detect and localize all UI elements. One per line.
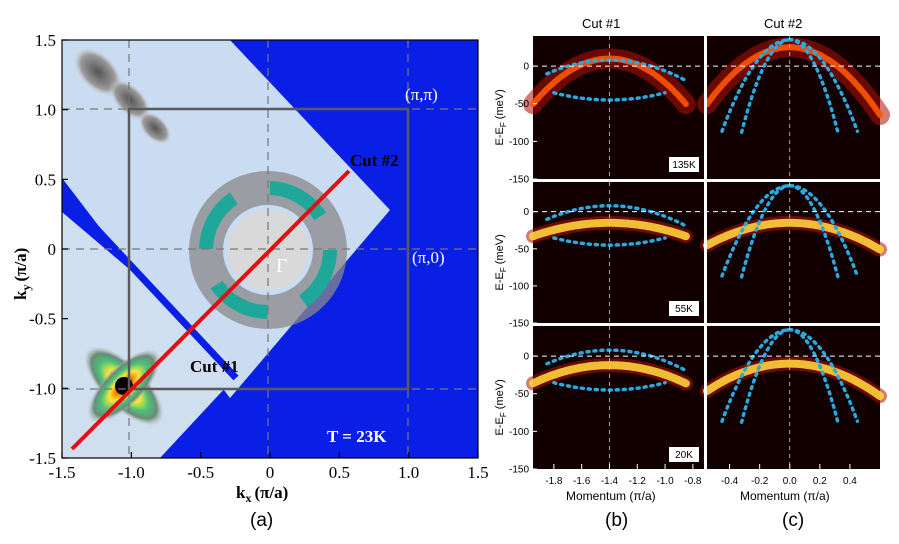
- b-fit-upper: [545, 348, 688, 373]
- b-fit-lower: [552, 236, 667, 247]
- panel-a-x-ticks: -1.5 -1.0 -0.5 0 0.5 1.0 1.5: [49, 452, 489, 482]
- a-xtick-label: 0.5: [329, 463, 350, 482]
- a-xtick-label: -0.5: [187, 463, 214, 482]
- a-ytick-label: 0.5: [35, 170, 56, 189]
- bc-ylabel: E-EF (meV): [494, 89, 508, 145]
- panel-a-caption: (a): [250, 510, 273, 531]
- a-ytick-label: 1.5: [35, 31, 56, 50]
- panel-a-y-ticks: 1.5 1.0 0.5 0 -0.5 -1.0 -1.5: [29, 31, 68, 468]
- a-xtick-label: 0: [266, 463, 275, 482]
- c-fit-left-inner: [739, 328, 792, 424]
- panel-b-caption: (b): [605, 510, 628, 531]
- a-xtick-label: 1.0: [398, 463, 419, 482]
- b-xtick-label: -1.2: [629, 476, 647, 487]
- temperature-label: 55K: [675, 304, 693, 315]
- bc-ytick-label: -150: [509, 175, 529, 186]
- a-ytick-label: 0: [48, 240, 57, 259]
- bc-ytick-label: 0: [523, 207, 529, 218]
- panel-c-title: Cut #2: [764, 16, 802, 31]
- temperature-label: 135K: [672, 160, 696, 171]
- b-xtick-label: -1.8: [545, 476, 563, 487]
- c-xtick-label: 0.4: [843, 476, 857, 487]
- bc-ytick-label: -100: [509, 281, 529, 292]
- label-pi-pi: (π,π): [405, 85, 438, 104]
- a-ytick-label: -0.5: [29, 310, 56, 329]
- panel-a-xlabel: kx (π/a): [236, 483, 288, 505]
- bc-ytick-label: -50: [515, 244, 530, 255]
- b-xtick-label: -1.6: [573, 476, 591, 487]
- panel-c-caption: (c): [782, 510, 804, 531]
- panel-b-background: [533, 36, 704, 469]
- b-fit-upper: [545, 203, 688, 228]
- b-fit-upper: [545, 58, 688, 83]
- bc-ytick-label: -50: [515, 99, 530, 110]
- c-band: [703, 359, 884, 401]
- c-xtick-label: -0.2: [751, 476, 769, 487]
- c-xtick-label: -0.4: [721, 476, 739, 487]
- bc-ytick-label: 0: [523, 352, 529, 363]
- panel-b-xlabel: Momentum (π/a): [566, 489, 656, 503]
- panel-c-xlabel: Momentum (π/a): [740, 489, 830, 503]
- bc-ytick-label: 0: [523, 62, 529, 73]
- a-ytick-label: 1.0: [35, 101, 56, 120]
- b-xtick-label: -1.0: [656, 476, 674, 487]
- temperature-box: [669, 157, 699, 172]
- label-cut2: Cut #2: [350, 151, 399, 170]
- b-band: [529, 361, 690, 388]
- temperature-label: 20K: [675, 450, 693, 461]
- a-ytick-label: -1.0: [29, 379, 56, 398]
- cut-line: [70, 169, 351, 451]
- panel-bc-axes: 135K 0 -50 -100 -150 E-EF (meV) 55K 0 -50 -100 -15…: [494, 62, 857, 487]
- label-temperature: T = 23K: [327, 427, 387, 446]
- bc-ylabel: E-EF (meV): [494, 234, 508, 290]
- a-ytick-label: -1.5: [29, 449, 56, 468]
- spectra-overlays: [523, 36, 890, 469]
- label-gamma: Γ: [276, 255, 288, 277]
- bc-ytick-label: -100: [509, 137, 529, 148]
- a-xtick-label: -1.0: [118, 463, 145, 482]
- temperature-box: [669, 447, 699, 462]
- b-xtick-label: -0.8: [684, 476, 702, 487]
- c-xtick-label: 0.2: [813, 476, 827, 487]
- bc-ytick-label: -150: [509, 465, 529, 476]
- c-xtick-label: 0.0: [783, 476, 797, 487]
- bc-ytick-label: -150: [509, 319, 529, 330]
- label-cut1: Cut #1: [190, 357, 239, 376]
- a-xtick-label: 1.5: [467, 463, 488, 482]
- panel-c-background: [707, 36, 880, 469]
- zone-box: [127, 107, 410, 391]
- c-band: [703, 218, 884, 254]
- panel-a-ylabel: ky(π/a): [11, 248, 33, 300]
- bc-ytick-label: -50: [515, 389, 530, 400]
- a-xtick-label: -1.5: [49, 463, 76, 482]
- band-gap-stripe: [62, 189, 239, 381]
- c-band: [704, 44, 883, 118]
- bc-ylabel: E-EF (meV): [494, 379, 508, 435]
- label-pi-0: (π,0): [412, 248, 445, 267]
- temperature-box: [669, 301, 699, 316]
- bc-ytick-label: -100: [509, 427, 529, 438]
- b-xtick-label: -1.4: [601, 476, 619, 487]
- panel-a-kspace-map: [62, 40, 478, 458]
- c-fit-left-inner: [739, 38, 792, 134]
- panel-b-title: Cut #1: [582, 16, 620, 31]
- c-fit-left-inner: [739, 183, 792, 279]
